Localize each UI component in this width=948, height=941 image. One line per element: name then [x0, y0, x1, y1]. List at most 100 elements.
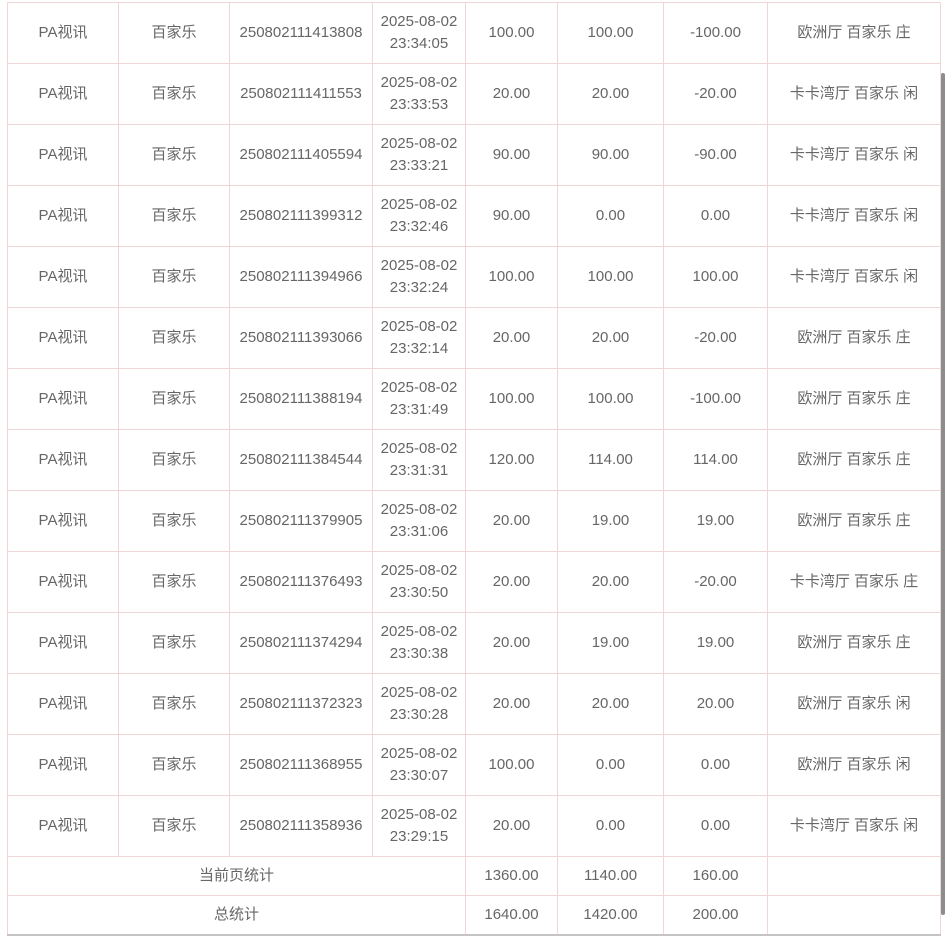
- page-summary-empty-cell: [767, 856, 941, 896]
- page-summary-valid-total: 1140.00: [557, 856, 664, 896]
- cell-winloss-amount: 19.00: [663, 490, 768, 552]
- cell-winloss-amount: -100.00: [663, 2, 768, 64]
- cell-bet-amount: 100.00: [465, 368, 558, 430]
- cell-bet-amount: 20.00: [465, 612, 558, 674]
- cell-platform: PA视讯: [7, 307, 119, 369]
- cell-game-type: 百家乐: [118, 673, 230, 735]
- cell-game-detail: 卡卡湾厅 百家乐 闲: [767, 63, 941, 125]
- cell-bet-amount: 100.00: [465, 734, 558, 796]
- bet-records-table-container: PA视讯 百家乐 250802111413808 2025-08-02 23:3…: [7, 2, 941, 936]
- table-row: PA视讯 百家乐 250802111368955 2025-08-02 23:3…: [7, 734, 941, 796]
- cell-order-number: 250802111379905: [229, 490, 373, 552]
- cell-game-detail: 卡卡湾厅 百家乐 闲: [767, 185, 941, 247]
- cell-game-detail: 欧洲厅 百家乐 庄: [767, 2, 941, 64]
- cell-order-number: 250802111372323: [229, 673, 373, 735]
- cell-game-type: 百家乐: [118, 429, 230, 491]
- cell-platform: PA视讯: [7, 551, 119, 613]
- cell-valid-amount: 20.00: [557, 63, 664, 125]
- cell-bet-time: 2025-08-02 23:31:49: [372, 368, 466, 430]
- cell-platform: PA视讯: [7, 185, 119, 247]
- cell-game-detail: 欧洲厅 百家乐 庄: [767, 429, 941, 491]
- cell-order-number: 250802111394966: [229, 246, 373, 308]
- cell-order-number: 250802111411553: [229, 63, 373, 125]
- cell-order-number: 250802111413808: [229, 2, 373, 64]
- cell-winloss-amount: -90.00: [663, 124, 768, 186]
- vertical-scrollbar-thumb[interactable]: [941, 73, 945, 915]
- cell-winloss-amount: 0.00: [663, 185, 768, 247]
- cell-bet-time: 2025-08-02 23:30:50: [372, 551, 466, 613]
- cell-winloss-amount: 114.00: [663, 429, 768, 491]
- table-row: PA视讯 百家乐 250802111372323 2025-08-02 23:3…: [7, 673, 941, 735]
- cell-bet-amount: 20.00: [465, 63, 558, 125]
- cell-winloss-amount: -100.00: [663, 368, 768, 430]
- cell-bet-time: 2025-08-02 23:33:21: [372, 124, 466, 186]
- cell-winloss-amount: -20.00: [663, 63, 768, 125]
- cell-game-type: 百家乐: [118, 2, 230, 64]
- cell-bet-amount: 20.00: [465, 490, 558, 552]
- cell-bet-amount: 100.00: [465, 2, 558, 64]
- cell-valid-amount: 19.00: [557, 612, 664, 674]
- cell-bet-time: 2025-08-02 23:31:06: [372, 490, 466, 552]
- page-summary-label: 当前页统计: [7, 856, 466, 896]
- cell-game-detail: 欧洲厅 百家乐 庄: [767, 307, 941, 369]
- cell-valid-amount: 100.00: [557, 246, 664, 308]
- table-row: PA视讯 百家乐 250802111394966 2025-08-02 23:3…: [7, 246, 941, 308]
- cell-platform: PA视讯: [7, 2, 119, 64]
- grand-total-empty-cell: [767, 895, 941, 936]
- cell-platform: PA视讯: [7, 368, 119, 430]
- cell-valid-amount: 20.00: [557, 551, 664, 613]
- cell-valid-amount: 0.00: [557, 185, 664, 247]
- cell-game-detail: 欧洲厅 百家乐 庄: [767, 368, 941, 430]
- cell-bet-time: 2025-08-02 23:29:15: [372, 795, 466, 857]
- grand-total-winloss: 200.00: [663, 895, 768, 936]
- table-row: PA视讯 百家乐 250802111384544 2025-08-02 23:3…: [7, 429, 941, 491]
- cell-game-detail: 卡卡湾厅 百家乐 庄: [767, 551, 941, 613]
- cell-order-number: 250802111393066: [229, 307, 373, 369]
- cell-order-number: 250802111399312: [229, 185, 373, 247]
- vertical-scrollbar-track[interactable]: [940, 0, 948, 941]
- cell-winloss-amount: 0.00: [663, 795, 768, 857]
- cell-valid-amount: 100.00: [557, 2, 664, 64]
- cell-winloss-amount: 20.00: [663, 673, 768, 735]
- cell-game-detail: 卡卡湾厅 百家乐 闲: [767, 795, 941, 857]
- cell-valid-amount: 90.00: [557, 124, 664, 186]
- cell-winloss-amount: 0.00: [663, 734, 768, 796]
- cell-valid-amount: 0.00: [557, 734, 664, 796]
- cell-game-type: 百家乐: [118, 124, 230, 186]
- cell-platform: PA视讯: [7, 795, 119, 857]
- page-summary-bet-total: 1360.00: [465, 856, 558, 896]
- cell-game-detail: 欧洲厅 百家乐 闲: [767, 673, 941, 735]
- cell-valid-amount: 100.00: [557, 368, 664, 430]
- cell-bet-time: 2025-08-02 23:32:14: [372, 307, 466, 369]
- cell-bet-time: 2025-08-02 23:30:07: [372, 734, 466, 796]
- cell-bet-amount: 100.00: [465, 246, 558, 308]
- cell-order-number: 250802111384544: [229, 429, 373, 491]
- table-row: PA视讯 百家乐 250802111399312 2025-08-02 23:3…: [7, 185, 941, 247]
- cell-platform: PA视讯: [7, 429, 119, 491]
- table-row: PA视讯 百家乐 250802111358936 2025-08-02 23:2…: [7, 795, 941, 857]
- grand-total-label: 总统计: [7, 895, 466, 936]
- cell-winloss-amount: -20.00: [663, 551, 768, 613]
- cell-game-detail: 卡卡湾厅 百家乐 闲: [767, 246, 941, 308]
- cell-valid-amount: 20.00: [557, 307, 664, 369]
- cell-bet-amount: 90.00: [465, 185, 558, 247]
- cell-game-type: 百家乐: [118, 551, 230, 613]
- cell-game-type: 百家乐: [118, 612, 230, 674]
- cell-bet-amount: 20.00: [465, 673, 558, 735]
- cell-platform: PA视讯: [7, 490, 119, 552]
- grand-total-valid: 1420.00: [557, 895, 664, 936]
- cell-bet-time: 2025-08-02 23:31:31: [372, 429, 466, 491]
- cell-valid-amount: 19.00: [557, 490, 664, 552]
- cell-bet-time: 2025-08-02 23:33:53: [372, 63, 466, 125]
- table-row: PA视讯 百家乐 250802111411553 2025-08-02 23:3…: [7, 63, 941, 125]
- cell-order-number: 250802111368955: [229, 734, 373, 796]
- cell-winloss-amount: 19.00: [663, 612, 768, 674]
- cell-game-detail: 欧洲厅 百家乐 闲: [767, 734, 941, 796]
- cell-valid-amount: 0.00: [557, 795, 664, 857]
- cell-winloss-amount: 100.00: [663, 246, 768, 308]
- cell-bet-time: 2025-08-02 23:32:24: [372, 246, 466, 308]
- cell-order-number: 250802111358936: [229, 795, 373, 857]
- table-row: PA视讯 百家乐 250802111374294 2025-08-02 23:3…: [7, 612, 941, 674]
- cell-game-type: 百家乐: [118, 795, 230, 857]
- table-row: PA视讯 百家乐 250802111393066 2025-08-02 23:3…: [7, 307, 941, 369]
